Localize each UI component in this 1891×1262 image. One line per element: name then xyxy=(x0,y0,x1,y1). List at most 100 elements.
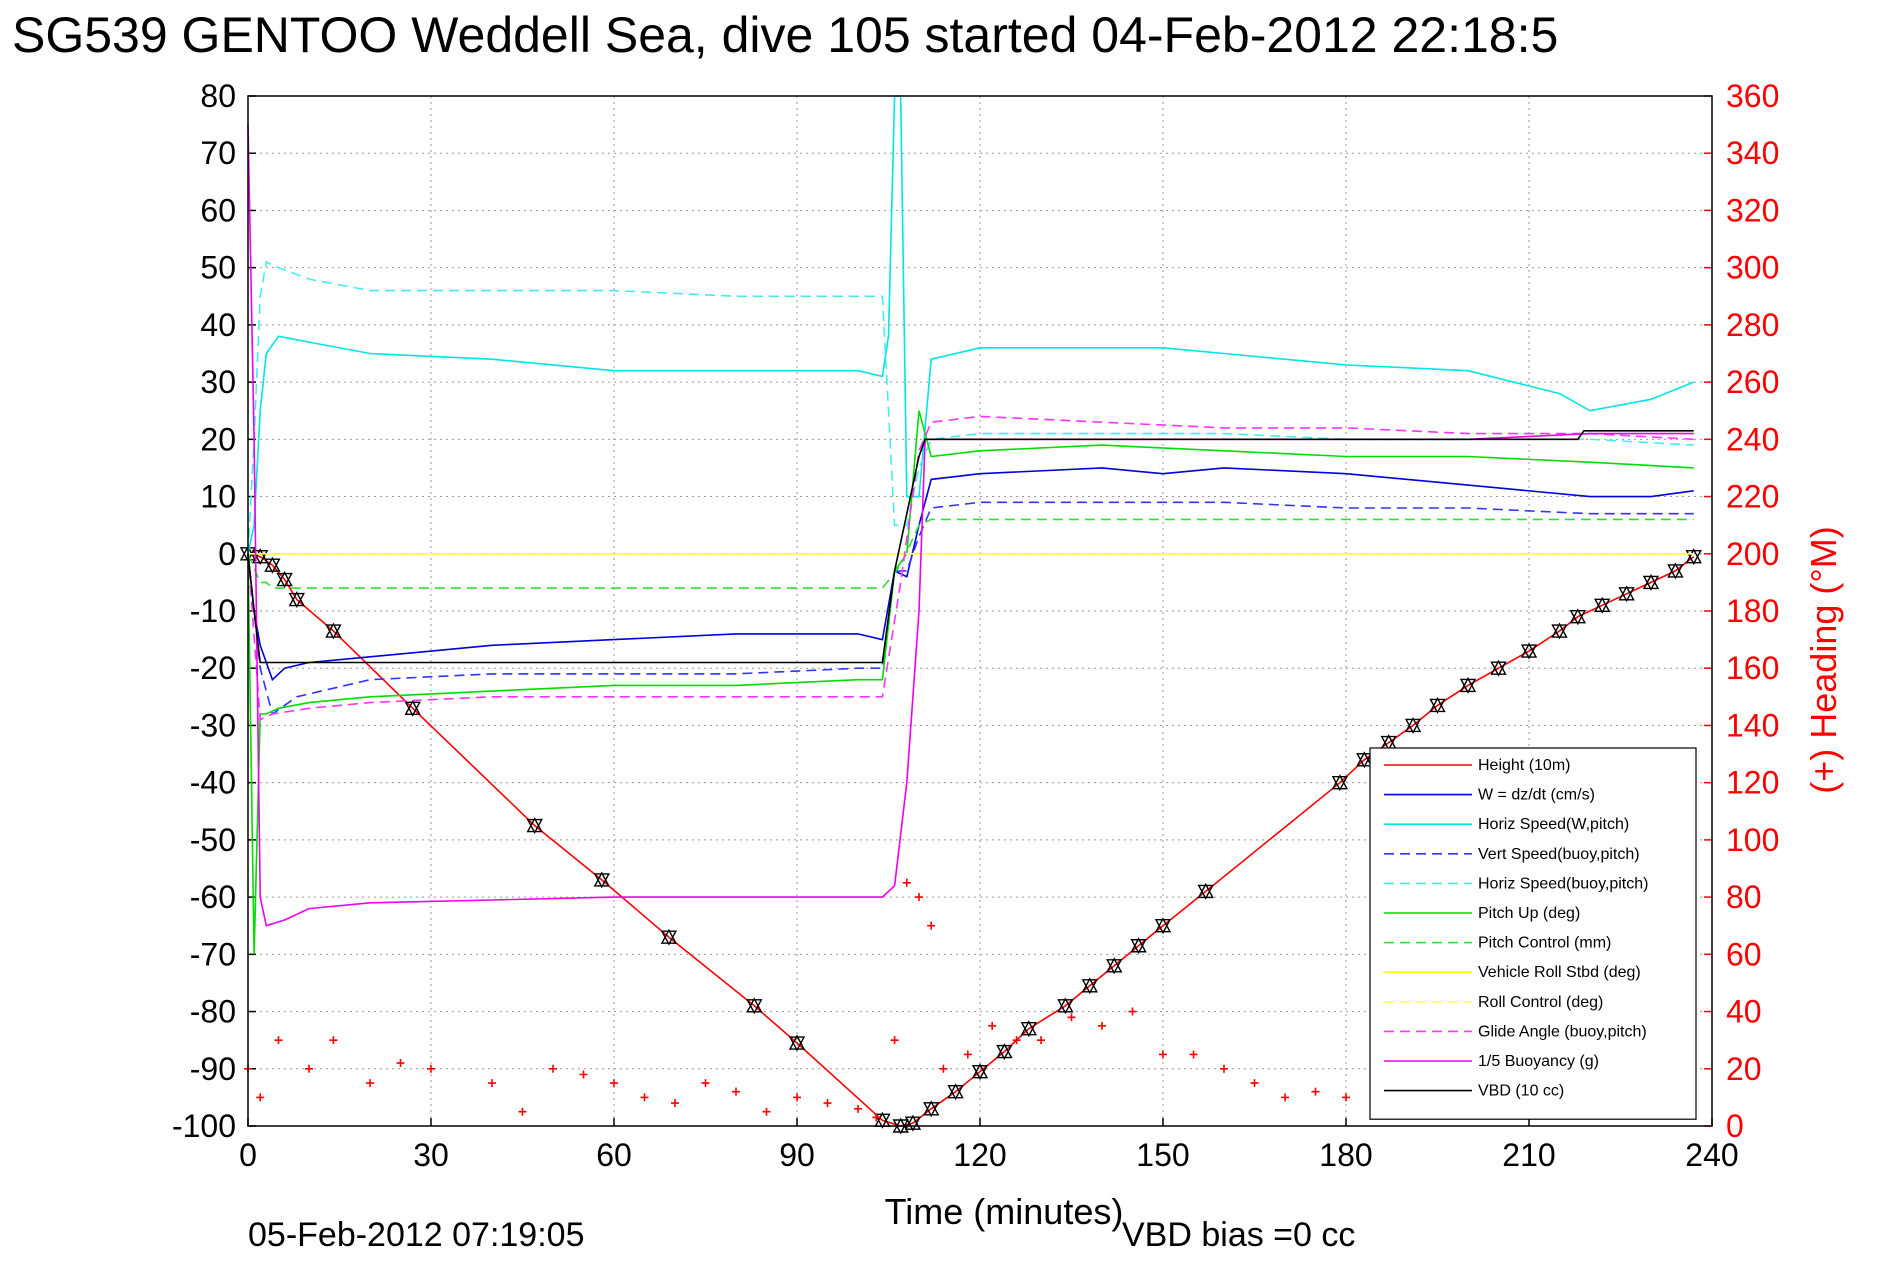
height-marker xyxy=(1197,882,1214,900)
height-marker xyxy=(660,928,678,946)
heading-point xyxy=(988,1021,997,1030)
right-y-tick-label: 280 xyxy=(1726,307,1779,343)
heading-point xyxy=(1128,1007,1137,1016)
y-tick-label: -60 xyxy=(190,879,236,915)
series-line-pitch-control-mm xyxy=(247,518,1694,589)
right-y-tick-label: 240 xyxy=(1726,421,1779,457)
heading-point xyxy=(732,1087,740,1096)
legend-entry: Vert Speed(buoy,pitch) xyxy=(1478,846,1640,863)
right-y-tick-label: 220 xyxy=(1726,479,1779,515)
x-tick-label: 30 xyxy=(413,1137,449,1173)
height-marker xyxy=(1459,676,1477,694)
height-marker xyxy=(288,591,305,609)
height-marker xyxy=(1356,751,1373,769)
x-tick-label: 180 xyxy=(1319,1137,1372,1173)
series-line-vert-speed-buoy-pitch xyxy=(247,501,1694,716)
right-y-tick-label: 80 xyxy=(1726,879,1762,915)
height-marker xyxy=(1642,573,1660,591)
height-marker xyxy=(1081,977,1098,995)
legend-entry: Vehicle Roll Stbd (deg) xyxy=(1478,964,1641,981)
height-marker xyxy=(904,1114,922,1132)
heading-point xyxy=(793,1093,801,1102)
heading-point xyxy=(1012,1036,1021,1045)
legend-entry: Pitch Up (deg) xyxy=(1478,905,1580,922)
y-tick-label: 10 xyxy=(200,479,236,515)
y-tick-label: 50 xyxy=(200,250,236,286)
heading-point xyxy=(1159,1050,1167,1059)
height-marker xyxy=(1520,642,1538,660)
legend-box xyxy=(1369,747,1697,1120)
height-marker xyxy=(1154,917,1172,935)
right-y-axis-label: (+) Heading (°M) xyxy=(1803,526,1844,793)
height-marker xyxy=(947,1083,964,1101)
legend-entry: Horiz Speed(W,pitch) xyxy=(1478,816,1629,833)
right-y-tick-label: 260 xyxy=(1726,364,1779,400)
right-y-tick-label: 180 xyxy=(1726,593,1779,629)
plot-area: 0 30 60 90 120 150 180 210 24080706050403020100-… xyxy=(172,78,1779,1173)
heading-point xyxy=(1220,1064,1228,1073)
heading-point xyxy=(305,1064,313,1073)
height-marker xyxy=(526,817,543,835)
height-marker xyxy=(276,571,293,589)
heading-point xyxy=(610,1079,618,1088)
heading-point xyxy=(1189,1050,1198,1059)
height-marker xyxy=(264,556,281,574)
x-tick-label: 90 xyxy=(779,1137,815,1173)
height-marker xyxy=(404,699,421,717)
right-y-tick-label: 120 xyxy=(1726,765,1779,801)
height-marker xyxy=(746,997,763,1015)
legend-entry: Roll Control (deg) xyxy=(1478,994,1603,1011)
height-marker xyxy=(1130,937,1147,955)
height-marker xyxy=(252,548,269,566)
height-marker xyxy=(1106,957,1123,975)
right-y-tick-label: 20 xyxy=(1726,1051,1762,1087)
heading-point xyxy=(579,1070,588,1079)
legend-entry: Glide Angle (buoy,pitch) xyxy=(1478,1023,1647,1040)
legend-entry: VBD (10 cc) xyxy=(1478,1083,1564,1100)
legend-entry: 1/5 Buoyancy (g) xyxy=(1478,1053,1599,1070)
heading-point xyxy=(518,1107,527,1116)
heading-point xyxy=(823,1099,832,1108)
y-tick-label: -70 xyxy=(190,936,236,972)
legend-entry: Horiz Speed(buoy,pitch) xyxy=(1478,875,1648,892)
plot-border xyxy=(247,95,1713,1127)
x-tick-label: 0 xyxy=(239,1137,257,1173)
y-tick-label: -30 xyxy=(190,707,236,743)
height-marker xyxy=(788,1034,806,1052)
heading-point xyxy=(1037,1036,1045,1045)
height-marker xyxy=(1594,596,1611,614)
heading-point xyxy=(1281,1093,1289,1102)
height-marker xyxy=(593,871,610,889)
height-marker xyxy=(1618,585,1635,603)
x-tick-label: 210 xyxy=(1502,1137,1555,1173)
heading-point xyxy=(549,1064,557,1073)
y-tick-label: 60 xyxy=(200,192,236,228)
heading-point xyxy=(854,1104,862,1113)
heading-point xyxy=(640,1093,649,1102)
heading-point xyxy=(329,1036,338,1045)
y-tick-label: 40 xyxy=(200,307,236,343)
legend: Height (10m) W = dz/dt (cm/s) Horiz Speed(… xyxy=(1369,747,1697,1120)
heading-point xyxy=(762,1107,771,1116)
right-y-tick-label: 0 xyxy=(1726,1108,1744,1144)
series-line-pitch-up-deg xyxy=(247,410,1694,955)
legend-entry: W = dz/dt (cm/s) xyxy=(1478,787,1595,804)
series-line-height-10m xyxy=(247,553,1695,1127)
height-marker xyxy=(971,1063,989,1081)
y-tick-label: 70 xyxy=(200,135,236,171)
x-tick-label: 240 xyxy=(1685,1137,1738,1173)
height-marker xyxy=(1685,548,1702,566)
y-tick-label: 80 xyxy=(200,78,236,114)
heading-point xyxy=(1342,1093,1350,1102)
right-y-tick-label: 320 xyxy=(1726,192,1779,228)
heading-point xyxy=(1250,1079,1259,1088)
right-y-tick-label: 60 xyxy=(1726,936,1762,972)
heading-point xyxy=(1311,1087,1320,1096)
height-marker xyxy=(325,622,342,640)
height-marker xyxy=(1490,659,1507,677)
y-tick-label: 0 xyxy=(218,536,236,572)
height-marker xyxy=(923,1100,940,1118)
heading-point xyxy=(872,1113,881,1122)
series-line-glide-angle-buoy-pitch xyxy=(247,415,1694,721)
